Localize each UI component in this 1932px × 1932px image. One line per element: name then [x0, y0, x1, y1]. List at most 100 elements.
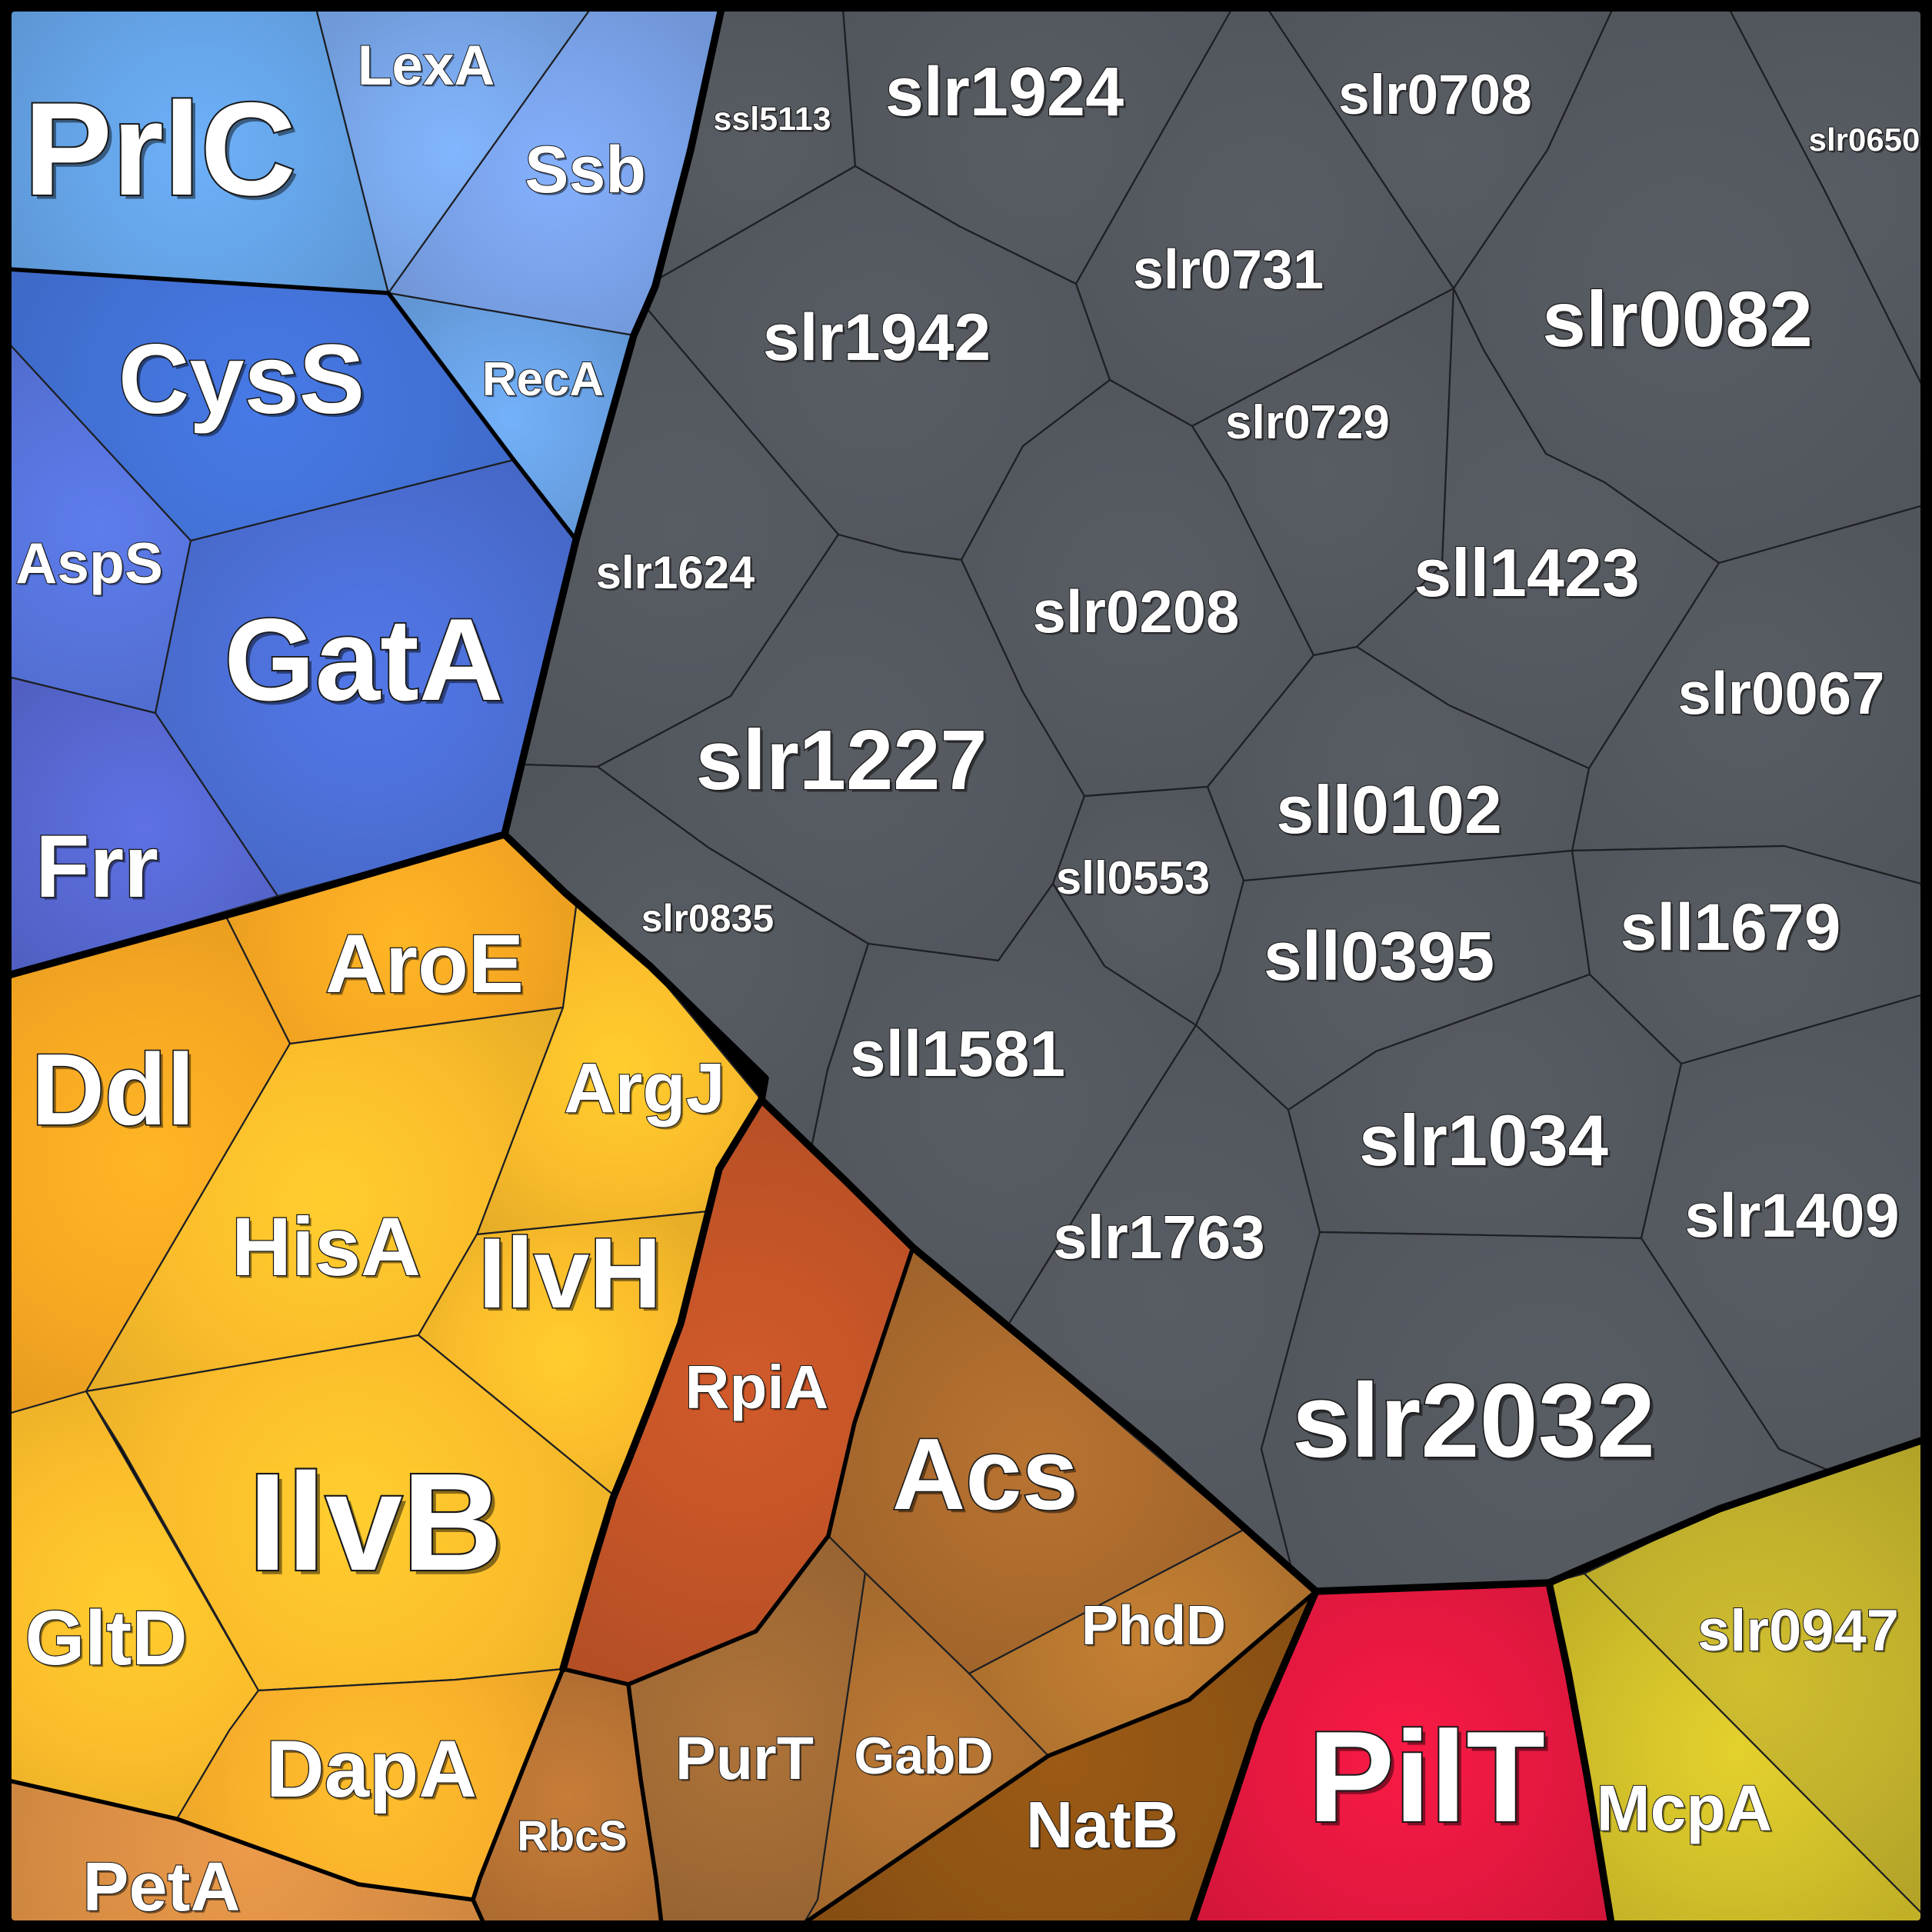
svg-text:IlvH: IlvH: [478, 1217, 661, 1329]
svg-text:slr1409: slr1409: [1687, 1184, 1901, 1253]
svg-text:RpiA: RpiA: [685, 1353, 829, 1421]
svg-text:slr2032: slr2032: [1292, 1362, 1655, 1480]
svg-text:GltD: GltD: [28, 1597, 190, 1684]
svg-text:slr0731: slr0731: [1133, 239, 1324, 301]
svg-text:LexA: LexA: [359, 37, 497, 99]
svg-text:slr0708: slr0708: [1341, 66, 1534, 128]
svg-text:ssl5113: ssl5113: [713, 101, 831, 138]
svg-text:sll0102: sll0102: [1276, 771, 1502, 848]
svg-text:HisA: HisA: [232, 1200, 421, 1293]
svg-text:slr0729: slr0729: [1225, 396, 1390, 449]
svg-text:HisA: HisA: [234, 1202, 423, 1295]
svg-text:slr0729: slr0729: [1227, 398, 1392, 451]
svg-text:slr0835: slr0835: [643, 899, 775, 942]
svg-text:LexA: LexA: [358, 35, 495, 97]
svg-text:Frr: Frr: [35, 818, 158, 916]
svg-text:NatB: NatB: [1028, 1791, 1181, 1864]
svg-text:IlvB: IlvB: [248, 1445, 502, 1600]
svg-text:slr1763: slr1763: [1053, 1203, 1265, 1271]
svg-text:AspS: AspS: [18, 533, 165, 598]
svg-text:NatB: NatB: [1026, 1789, 1178, 1862]
svg-text:sll1679: sll1679: [1621, 891, 1841, 964]
svg-text:Frr: Frr: [38, 821, 162, 919]
svg-text:DapA: DapA: [268, 1727, 479, 1817]
svg-text:PilT: PilT: [1308, 1704, 1545, 1849]
svg-text:Ssb: Ssb: [527, 135, 648, 209]
svg-text:RecA: RecA: [484, 355, 606, 408]
svg-text:GabD: GabD: [856, 1729, 995, 1787]
svg-text:sll0553: sll0553: [1056, 852, 1210, 904]
svg-text:CysS: CysS: [118, 325, 365, 435]
svg-text:slr0835: slr0835: [641, 897, 774, 940]
svg-text:Acs: Acs: [892, 1417, 1078, 1531]
svg-text:slr0208: slr0208: [1033, 578, 1240, 645]
svg-text:slr0208: slr0208: [1034, 580, 1241, 648]
svg-text:AspS: AspS: [15, 531, 163, 595]
svg-text:McpA: McpA: [1598, 1774, 1774, 1847]
svg-text:IlvH: IlvH: [481, 1220, 665, 1332]
svg-text:CysS: CysS: [122, 328, 368, 438]
svg-text:slr1763: slr1763: [1055, 1205, 1267, 1274]
svg-text:ArgJ: ArgJ: [564, 1049, 725, 1128]
svg-text:slr1924: slr1924: [888, 56, 1126, 133]
svg-text:GatA: GatA: [228, 598, 507, 729]
svg-text:sll1423: sll1423: [1416, 537, 1642, 613]
svg-text:sll0102: sll0102: [1278, 774, 1504, 850]
svg-text:PrlC: PrlC: [28, 80, 301, 228]
svg-text:PurT: PurT: [675, 1724, 814, 1792]
svg-text:Ssb: Ssb: [525, 133, 646, 207]
svg-text:slr1034: slr1034: [1361, 1102, 1611, 1183]
svg-text:sll1581: sll1581: [852, 1020, 1068, 1092]
svg-text:Ddl: Ddl: [35, 1036, 198, 1149]
svg-text:Ddl: Ddl: [32, 1033, 195, 1146]
svg-text:RbcS: RbcS: [519, 1814, 629, 1862]
svg-text:slr0947: slr0947: [1699, 1601, 1900, 1666]
svg-text:ssl5113: ssl5113: [715, 103, 833, 140]
svg-text:slr1942: slr1942: [764, 303, 993, 377]
svg-text:slr0731: slr0731: [1134, 242, 1325, 303]
svg-text:sll1423: sll1423: [1414, 535, 1640, 611]
svg-text:slr1227: slr1227: [695, 713, 987, 808]
svg-text:AroE: AroE: [325, 917, 524, 1010]
svg-text:DapA: DapA: [266, 1724, 477, 1814]
svg-text:slr0082: slr0082: [1544, 278, 1815, 365]
svg-text:PetA: PetA: [82, 1849, 240, 1926]
svg-text:slr2032: slr2032: [1295, 1365, 1658, 1483]
svg-text:AroE: AroE: [328, 919, 526, 1012]
svg-text:PetA: PetA: [85, 1851, 242, 1928]
svg-text:PrlC: PrlC: [24, 75, 296, 223]
svg-text:slr0947: slr0947: [1697, 1598, 1899, 1664]
svg-text:PhdD: PhdD: [1081, 1595, 1226, 1657]
svg-text:slr1624: slr1624: [596, 547, 755, 598]
svg-text:slr0708: slr0708: [1338, 64, 1532, 126]
svg-text:RpiA: RpiA: [687, 1355, 831, 1424]
svg-text:PurT: PurT: [678, 1726, 816, 1794]
svg-text:sll0395: sll0395: [1266, 921, 1497, 998]
svg-text:slr1624: slr1624: [598, 549, 757, 601]
svg-text:slr0650: slr0650: [1810, 124, 1922, 160]
svg-text:slr0650: slr0650: [1809, 122, 1920, 158]
svg-text:slr1409: slr1409: [1684, 1181, 1899, 1251]
svg-text:GltD: GltD: [25, 1595, 187, 1681]
svg-text:Acs: Acs: [895, 1421, 1081, 1534]
svg-text:PilT: PilT: [1312, 1708, 1549, 1853]
svg-text:slr0067: slr0067: [1678, 659, 1885, 727]
svg-text:slr0067: slr0067: [1680, 661, 1887, 729]
svg-text:RbcS: RbcS: [517, 1811, 627, 1860]
svg-text:slr1034: slr1034: [1359, 1100, 1608, 1181]
svg-text:RecA: RecA: [482, 353, 605, 406]
svg-text:IlvB: IlvB: [253, 1450, 507, 1604]
svg-text:GatA: GatA: [224, 595, 503, 725]
svg-text:slr1942: slr1942: [763, 301, 991, 375]
svg-text:sll0395: sll0395: [1264, 918, 1494, 995]
svg-text:sll1581: sll1581: [850, 1018, 1065, 1090]
svg-text:PhdD: PhdD: [1084, 1597, 1228, 1659]
svg-text:GabD: GabD: [854, 1727, 993, 1785]
svg-text:sll0553: sll0553: [1058, 854, 1211, 906]
svg-text:slr1227: slr1227: [698, 716, 990, 811]
svg-text:ArgJ: ArgJ: [566, 1051, 728, 1130]
svg-text:slr0082: slr0082: [1542, 275, 1813, 363]
svg-text:McpA: McpA: [1597, 1772, 1773, 1844]
svg-text:sll1679: sll1679: [1622, 893, 1843, 967]
svg-text:slr1924: slr1924: [885, 54, 1124, 131]
